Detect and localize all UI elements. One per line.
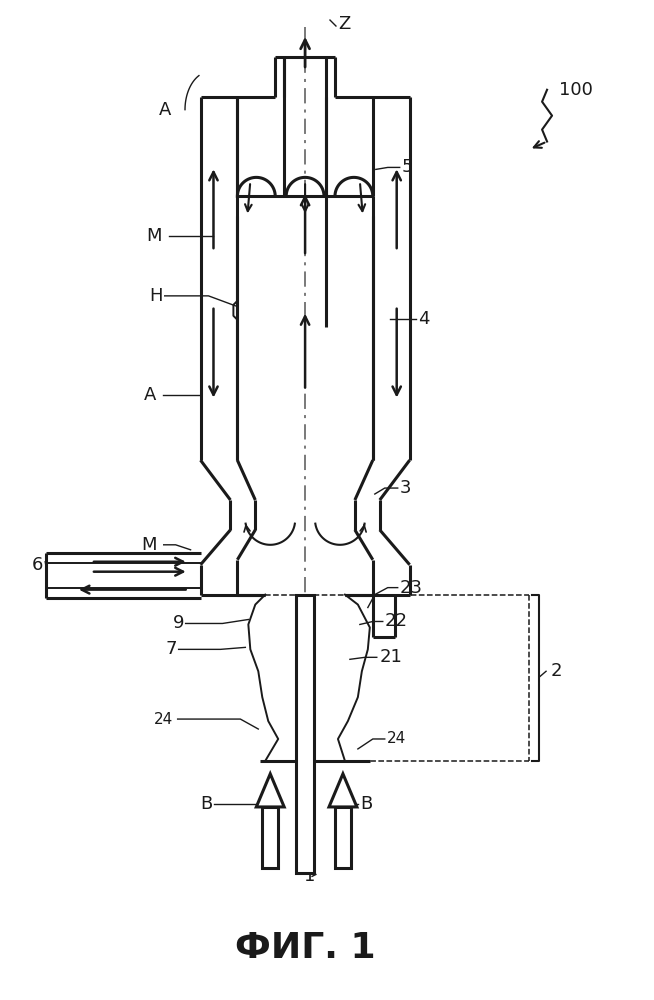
- Text: 23: 23: [400, 579, 422, 597]
- Text: 9: 9: [173, 614, 184, 632]
- Polygon shape: [256, 774, 284, 807]
- Text: ФИГ. 1: ФИГ. 1: [235, 931, 375, 965]
- Text: M: M: [141, 536, 156, 554]
- Text: 21: 21: [380, 648, 403, 666]
- Text: M: M: [146, 227, 162, 245]
- Text: A: A: [144, 386, 156, 404]
- Text: B: B: [201, 795, 213, 813]
- Polygon shape: [262, 807, 278, 868]
- Text: Z: Z: [338, 15, 350, 33]
- Text: 24: 24: [387, 731, 406, 746]
- Text: B: B: [360, 795, 372, 813]
- Text: 100: 100: [559, 81, 593, 99]
- Text: 6: 6: [31, 556, 43, 574]
- Bar: [296, 595, 314, 873]
- Text: 3: 3: [400, 479, 411, 497]
- Text: 5: 5: [402, 158, 413, 176]
- Polygon shape: [335, 807, 351, 868]
- Text: 24: 24: [154, 712, 173, 727]
- Polygon shape: [329, 774, 357, 807]
- Text: 2: 2: [551, 662, 562, 680]
- Text: A: A: [159, 101, 171, 119]
- Text: H: H: [148, 287, 162, 305]
- Text: 22: 22: [385, 612, 407, 630]
- Text: 1: 1: [304, 867, 315, 885]
- Text: 7: 7: [165, 640, 177, 658]
- Text: 4: 4: [418, 310, 429, 328]
